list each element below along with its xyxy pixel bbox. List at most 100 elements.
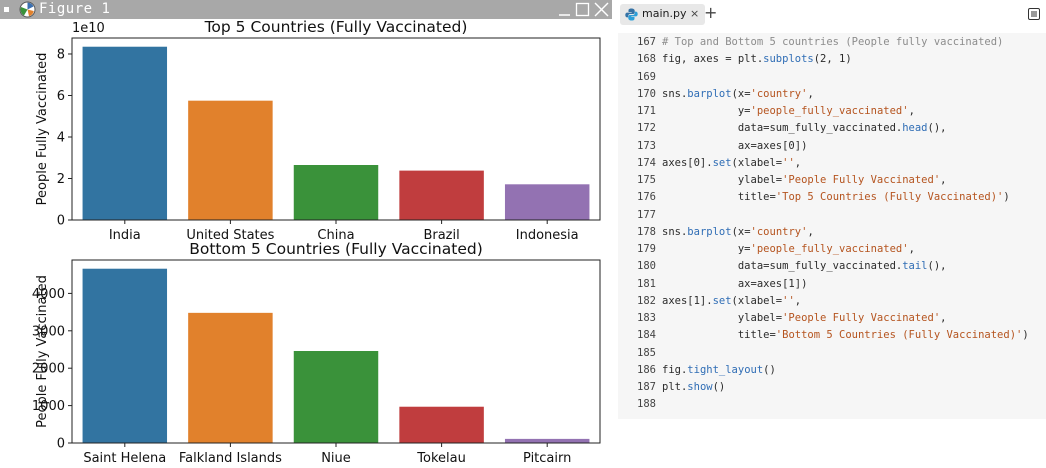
chart-1-xtick-label-2: Niue bbox=[321, 451, 351, 466]
code-token: (xlabel= bbox=[731, 156, 783, 169]
tab-main-py[interactable]: main.py × bbox=[620, 4, 705, 25]
code-line[interactable]: 188 bbox=[618, 396, 1046, 413]
code-token: ylabel= bbox=[662, 174, 783, 186]
code-text: sns.barplot(x='country', bbox=[662, 86, 814, 103]
code-line[interactable]: 177 bbox=[618, 207, 1046, 224]
code-token: head bbox=[902, 122, 928, 135]
chart-0-bar-1 bbox=[188, 100, 273, 220]
minimize-icon[interactable] bbox=[556, 1, 573, 18]
line-number: 171 bbox=[637, 105, 656, 117]
chart-1-bar-1 bbox=[188, 312, 273, 443]
line-number: 177 bbox=[637, 208, 656, 221]
code-text: plt.show() bbox=[662, 379, 725, 396]
code-token: y= bbox=[662, 105, 751, 117]
code-line[interactable]: 178 sns.barplot(x='country', bbox=[618, 224, 1046, 241]
code-line[interactable]: 184 title='Bottom 5 Countries (Fully Vac… bbox=[618, 327, 1046, 344]
code-line[interactable]: 167 # Top and Bottom 5 countries (People … bbox=[618, 34, 1046, 51]
chart-1-bar-4 bbox=[504, 438, 590, 443]
line-number: 169 bbox=[637, 70, 656, 83]
code-line[interactable]: 187 plt.show() bbox=[618, 379, 1046, 396]
figure-canvas: Top 5 Countries (Fully Vaccinated) India U… bbox=[32, 19, 601, 466]
code-token: fig. bbox=[662, 363, 688, 376]
code-line[interactable]: 171 y='people_fully_vaccinated', bbox=[618, 103, 1046, 120]
chart-1-title: Bottom 5 Countries (Fully Vaccinated) bbox=[189, 240, 483, 258]
code-token: data=sum_fully_vaccinated. bbox=[662, 122, 903, 135]
code-line[interactable]: 175 ylabel='People Fully Vaccinated', bbox=[618, 172, 1046, 189]
code-token: plt. bbox=[662, 381, 688, 393]
code-line[interactable]: 174 axes[0].set(xlabel='', bbox=[618, 155, 1046, 172]
code-token: title= bbox=[662, 329, 776, 342]
code-line[interactable]: 168 fig, axes = plt.subplots(2, 1) bbox=[618, 51, 1046, 68]
line-number: 183 bbox=[637, 312, 656, 324]
editor-menu-icon[interactable] bbox=[1028, 8, 1040, 20]
line-number: 182 bbox=[637, 294, 656, 307]
code-text: title='Bottom 5 Countries (Fully Vaccina… bbox=[662, 327, 1029, 344]
code-text: data=sum_fully_vaccinated.head(), bbox=[662, 120, 947, 137]
code-token: data=sum_fully_vaccinated. bbox=[662, 260, 903, 273]
line-number: 170 bbox=[637, 87, 656, 100]
code-line[interactable]: 186 fig.tight_layout() bbox=[618, 362, 1046, 379]
code-line[interactable]: 183 ylabel='People Fully Vaccinated', bbox=[618, 310, 1046, 327]
code-line[interactable]: 170 sns.barplot(x='country', bbox=[618, 86, 1046, 103]
close-icon[interactable] bbox=[593, 1, 610, 18]
code-text: fig.tight_layout() bbox=[662, 362, 776, 379]
code-token: show bbox=[687, 381, 713, 393]
line-number: 178 bbox=[637, 225, 656, 238]
code-line[interactable]: 169 bbox=[618, 69, 1046, 86]
chart-0-xtick-label-1: United States bbox=[186, 228, 274, 243]
editor-tabbar: main.py × + bbox=[612, 0, 1046, 29]
code-token: (), bbox=[927, 260, 947, 273]
code-token: , bbox=[807, 225, 814, 238]
code-token: 'people_fully_vaccinated' bbox=[750, 105, 909, 117]
line-number: 173 bbox=[637, 139, 656, 152]
chart-1-ytick-label-2: 2000 bbox=[32, 362, 65, 377]
code-text: title='Top 5 Countries (Fully Vaccinated… bbox=[662, 189, 1010, 206]
code-token: sns. bbox=[662, 87, 688, 100]
code-token: 'country' bbox=[750, 87, 808, 100]
chart-0-ytick-label-2: 4 bbox=[57, 130, 65, 145]
code-token: , bbox=[794, 156, 802, 169]
code-text: y='people_fully_vaccinated', bbox=[662, 241, 915, 258]
line-number: 184 bbox=[637, 329, 656, 342]
code-text: data=sum_fully_vaccinated.tail(), bbox=[662, 258, 947, 275]
code-line[interactable]: 182 axes[1].set(xlabel='', bbox=[618, 293, 1046, 310]
code-line[interactable]: 181 ax=axes[1]) bbox=[618, 276, 1046, 293]
code-line[interactable]: 173 ax=axes[0]) bbox=[618, 138, 1046, 155]
chart-1-ytick-label-0: 0 bbox=[57, 437, 65, 452]
code-token: tight_layout bbox=[687, 363, 764, 376]
chart-1-bar-0 bbox=[82, 268, 168, 443]
code-text: ylabel='People Fully Vaccinated', bbox=[662, 172, 947, 189]
maximize-icon[interactable] bbox=[574, 1, 591, 18]
line-number: 175 bbox=[637, 174, 656, 186]
tab-close-icon[interactable]: × bbox=[690, 7, 700, 20]
code-area[interactable]: 167 # Top and Bottom 5 countries (People … bbox=[618, 33, 1046, 419]
code-line[interactable]: 185 bbox=[618, 345, 1046, 362]
code-line[interactable]: 172 data=sum_fully_vaccinated.head(), bbox=[618, 120, 1046, 137]
code-text: fig, axes = plt.subplots(2, 1) bbox=[662, 51, 852, 68]
code-line[interactable]: 180 data=sum_fully_vaccinated.tail(), bbox=[618, 258, 1046, 275]
code-text: sns.barplot(x='country', bbox=[662, 224, 814, 241]
code-token: , bbox=[940, 174, 947, 186]
figure-titlebar[interactable]: Figure 1 bbox=[0, 0, 612, 19]
figure-window-title: Figure 1 bbox=[39, 1, 111, 17]
chart-0-offset-label: 1e10 bbox=[72, 21, 105, 36]
code-token: ax=axes[0]) bbox=[662, 139, 808, 152]
code-line[interactable]: 176 title='Top 5 Countries (Fully Vaccin… bbox=[618, 189, 1046, 206]
code-token: title= bbox=[662, 191, 776, 204]
chart-0-xtick-label-4: Indonesia bbox=[516, 228, 579, 243]
line-number: 180 bbox=[637, 260, 656, 273]
code-token: barplot bbox=[687, 87, 732, 100]
chart-0-xtick-label-0: India bbox=[109, 228, 141, 243]
code-text: # Top and Bottom 5 countries (People ful… bbox=[662, 34, 1003, 51]
tab-main-py-label: main.py bbox=[642, 7, 687, 20]
new-tab-button[interactable]: + bbox=[704, 3, 718, 22]
code-text: ax=axes[0]) bbox=[662, 138, 808, 155]
code-line[interactable]: 179 y='people_fully_vaccinated', bbox=[618, 241, 1046, 258]
code-token: (xlabel= bbox=[731, 294, 783, 307]
chart-0-bar-2 bbox=[293, 165, 379, 220]
line-number: 176 bbox=[637, 191, 656, 204]
chart-0-ytick-label-1: 2 bbox=[57, 172, 65, 187]
line-number: 167 bbox=[637, 36, 656, 48]
code-token: 'Bottom 5 Countries (Fully Vaccinated)' bbox=[775, 329, 1023, 342]
window-menu-icon[interactable] bbox=[4, 7, 9, 12]
